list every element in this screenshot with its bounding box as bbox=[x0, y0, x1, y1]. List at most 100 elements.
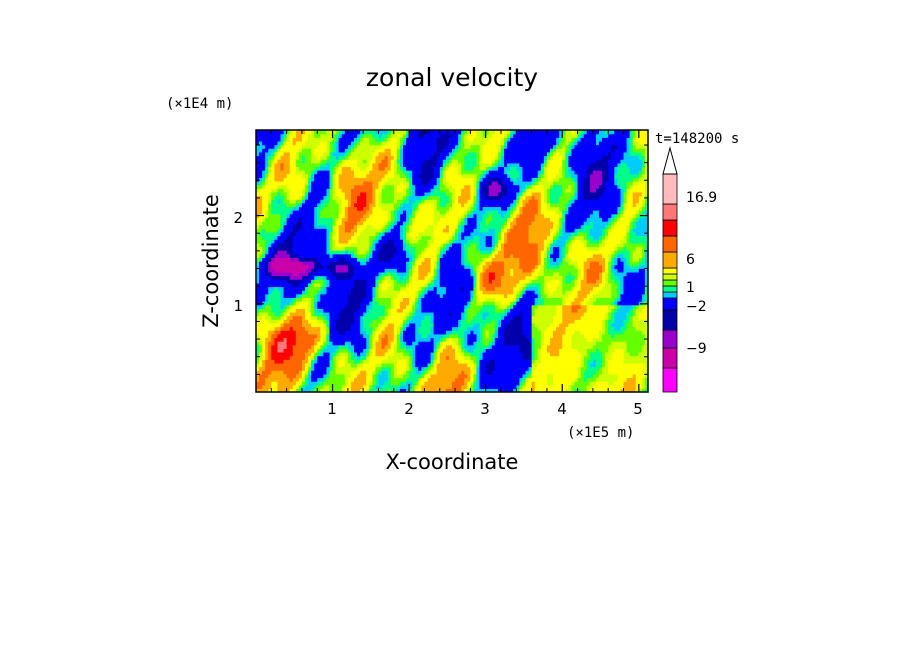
field-cell bbox=[445, 264, 450, 269]
field-cell bbox=[461, 311, 465, 317]
field-cell bbox=[271, 377, 275, 382]
field-cell bbox=[497, 293, 502, 298]
field-cell bbox=[323, 308, 328, 313]
field-cell bbox=[271, 268, 275, 273]
field-cell bbox=[354, 304, 358, 309]
field-cell bbox=[338, 333, 343, 339]
field-cell bbox=[605, 373, 609, 379]
field-cell bbox=[378, 264, 383, 269]
field-cell bbox=[537, 311, 542, 317]
field-cell bbox=[458, 344, 462, 349]
field-cell bbox=[375, 290, 380, 295]
field-cell bbox=[543, 351, 548, 357]
field-cell bbox=[403, 388, 407, 392]
field-cell bbox=[292, 253, 297, 258]
field-cell bbox=[427, 388, 432, 392]
field-cell bbox=[629, 333, 634, 339]
field-cell bbox=[605, 359, 609, 364]
field-cell bbox=[421, 366, 426, 371]
field-cell bbox=[595, 341, 600, 346]
field-cell bbox=[305, 348, 309, 353]
field-cell bbox=[519, 381, 524, 386]
field-cell bbox=[271, 271, 275, 277]
field-cell bbox=[415, 279, 419, 284]
field-cell bbox=[335, 366, 340, 371]
field-cell bbox=[620, 370, 625, 375]
field-cell bbox=[537, 301, 542, 306]
field-cell bbox=[381, 301, 386, 306]
field-cell bbox=[372, 271, 377, 277]
field-cell bbox=[473, 381, 478, 386]
field-cell bbox=[644, 290, 648, 295]
field-cell bbox=[513, 344, 517, 349]
field-cell bbox=[611, 250, 615, 255]
field-cell bbox=[317, 377, 321, 382]
field-cell bbox=[335, 257, 340, 262]
field-cell bbox=[482, 250, 487, 255]
field-cell bbox=[393, 333, 398, 339]
field-cell bbox=[568, 351, 573, 357]
field-cell bbox=[540, 293, 545, 298]
field-cell bbox=[366, 275, 370, 280]
field-cell bbox=[338, 304, 343, 309]
field-cell bbox=[403, 257, 407, 262]
field-cell bbox=[626, 355, 631, 360]
field-cell bbox=[259, 290, 263, 295]
field-cell bbox=[485, 348, 490, 353]
field-cell bbox=[387, 264, 392, 269]
field-cell bbox=[375, 348, 380, 353]
field-cell bbox=[482, 304, 487, 309]
field-cell bbox=[409, 377, 413, 382]
field-cell bbox=[387, 290, 392, 295]
field-cell bbox=[430, 366, 435, 371]
field-cell bbox=[638, 308, 643, 313]
field-cell bbox=[562, 366, 566, 371]
field-cell bbox=[632, 319, 637, 324]
field-cell bbox=[556, 326, 560, 331]
field-cell bbox=[577, 271, 582, 277]
field-cell bbox=[491, 381, 496, 386]
field-cell bbox=[421, 271, 426, 277]
field-cell bbox=[537, 315, 542, 320]
field-cell bbox=[516, 337, 520, 342]
field-cell bbox=[390, 388, 395, 392]
field-cell bbox=[580, 301, 585, 306]
field-cell bbox=[562, 362, 566, 368]
field-cell bbox=[608, 301, 612, 306]
field-cell bbox=[497, 381, 502, 386]
field-cell bbox=[421, 351, 426, 357]
field-cell bbox=[350, 333, 355, 339]
field-cell bbox=[283, 250, 288, 255]
field-cell bbox=[433, 384, 438, 389]
field-cell bbox=[448, 297, 453, 302]
field-cell bbox=[399, 315, 404, 320]
field-cell bbox=[519, 311, 524, 317]
field-cell bbox=[262, 348, 266, 353]
field-cell bbox=[608, 330, 612, 335]
field-cell bbox=[476, 293, 481, 298]
field-cell bbox=[271, 348, 275, 353]
field-cell bbox=[308, 355, 312, 360]
field-cell bbox=[620, 308, 625, 313]
field-cell bbox=[513, 275, 517, 280]
field-cell bbox=[301, 271, 306, 277]
field-cell bbox=[347, 333, 352, 339]
field-cell bbox=[308, 253, 312, 258]
field-cell bbox=[605, 319, 609, 324]
field-cell bbox=[632, 257, 637, 262]
field-cell bbox=[286, 271, 291, 277]
field-cell bbox=[608, 286, 612, 291]
field-cell bbox=[424, 322, 429, 328]
field-cell bbox=[265, 337, 269, 342]
field-cell bbox=[522, 377, 527, 382]
field-cell bbox=[311, 384, 315, 389]
field-cell bbox=[445, 250, 450, 255]
field-cell bbox=[301, 319, 306, 324]
field-cell bbox=[556, 381, 560, 386]
field-cell bbox=[638, 257, 643, 262]
field-cell bbox=[268, 282, 272, 288]
field-cell bbox=[562, 381, 566, 386]
field-cell bbox=[608, 253, 612, 258]
field-cell bbox=[488, 279, 493, 284]
field-cell bbox=[519, 362, 524, 368]
